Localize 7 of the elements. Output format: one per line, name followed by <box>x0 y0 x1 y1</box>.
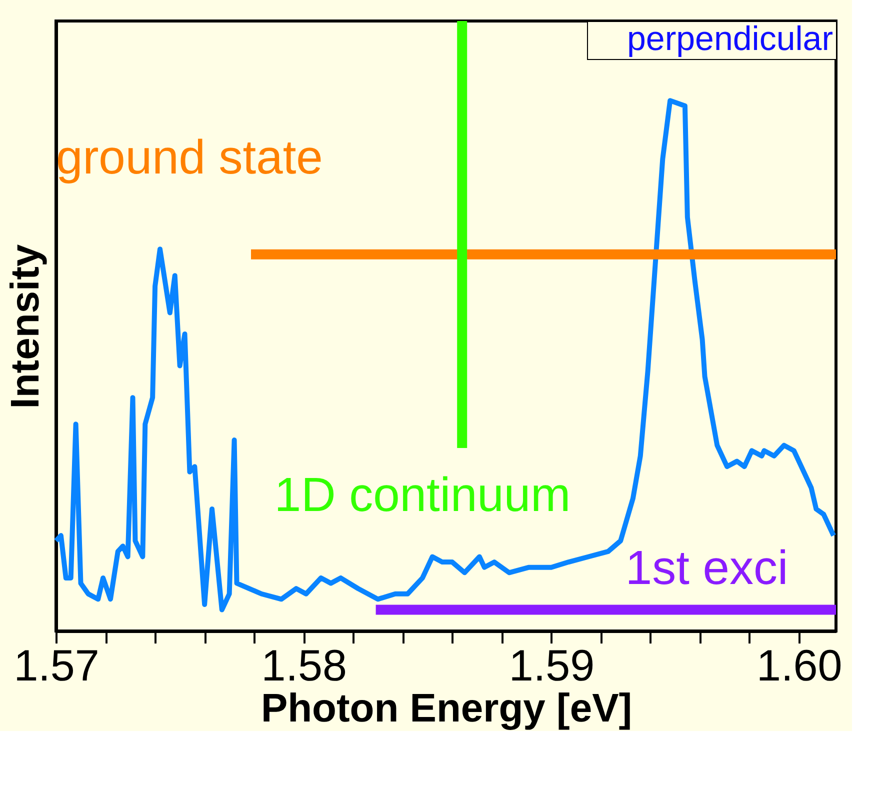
x-tick-label: 1.57 <box>14 642 100 690</box>
ref-line-label: 1D continuum <box>274 468 571 522</box>
ref-line-label: 1st exci <box>625 542 788 595</box>
series-label: perpendicular <box>627 20 834 58</box>
ref-line-label: ground state <box>56 131 323 184</box>
x-tick-label: 1.60 <box>756 642 842 690</box>
y-axis-title: Intensity <box>4 244 48 409</box>
